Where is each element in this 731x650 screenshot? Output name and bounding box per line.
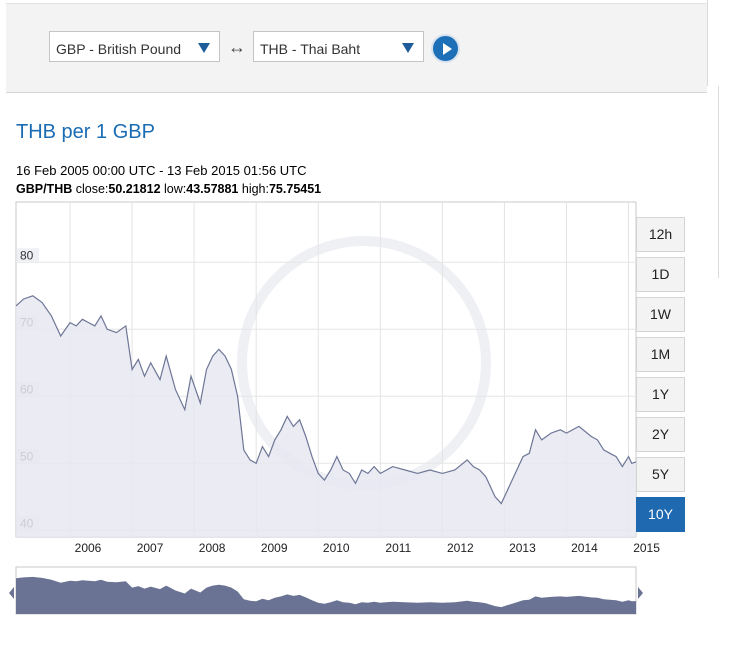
price-stats: GBP/THB close:50.21812 low:43.57881 high… (16, 182, 321, 196)
close-value: 50.21812 (108, 182, 161, 196)
low-value: 43.57881 (186, 182, 239, 196)
x-tick-label: 2009 (261, 541, 288, 555)
timeframe-button-1m[interactable]: 1M (636, 337, 685, 372)
high-value: 75.75451 (268, 182, 322, 196)
x-tick-label: 2006 (75, 541, 102, 555)
timeframe-button-1d[interactable]: 1D (636, 257, 685, 292)
high-label: high: (241, 182, 269, 196)
series-area (16, 295, 636, 537)
timeframe-button-2y[interactable]: 2Y (636, 417, 685, 452)
navigator-handle-right (638, 587, 643, 599)
timeframe-button-5y[interactable]: 5Y (636, 457, 685, 492)
swap-icon[interactable]: ↔ (228, 37, 246, 57)
chart-title: THB per 1 GBP (16, 121, 155, 143)
divider (718, 86, 719, 278)
timeframe-button-10y[interactable]: 10Y (636, 497, 685, 532)
x-tick-label: 2014 (571, 541, 598, 555)
series-line (15, 295, 637, 505)
x-tick-label: 2008 (199, 541, 226, 555)
timeframe-button-1y[interactable]: 1Y (636, 377, 685, 412)
pair-label: GBP/THB (16, 182, 73, 196)
x-tick-label: 2012 (447, 541, 474, 555)
to-currency-select[interactable]: THB - Thai Baht (253, 31, 424, 62)
timeframe-button-12h[interactable]: 12h (636, 217, 685, 252)
date-range: 16 Feb 2005 00:00 UTC - 13 Feb 2015 01:5… (16, 163, 307, 178)
from-currency-value: GBP - British Pound (56, 41, 182, 57)
y-tick-label-bg (17, 248, 39, 262)
close-label: close: (75, 182, 109, 196)
x-tick-label: 2010 (323, 541, 350, 555)
from-currency-select[interactable]: GBP - British Pound (49, 31, 220, 62)
chevron-down-icon (402, 43, 414, 53)
timeframe-button-1w[interactable]: 1W (636, 297, 685, 332)
chevron-down-icon (198, 43, 210, 53)
y-tick-label: 80 (20, 248, 34, 262)
x-tick-label: 2011 (385, 541, 411, 555)
play-icon[interactable] (431, 34, 460, 63)
x-tick-label: 2013 (509, 541, 536, 555)
to-currency-value: THB - Thai Baht (260, 41, 361, 57)
x-tick-label: 2007 (137, 541, 164, 555)
navigator-area (16, 576, 636, 614)
navigator-handle-left (9, 587, 14, 599)
x-tick-label: 2015 (633, 541, 660, 555)
divider (707, 0, 708, 86)
low-label: low: (164, 182, 187, 196)
